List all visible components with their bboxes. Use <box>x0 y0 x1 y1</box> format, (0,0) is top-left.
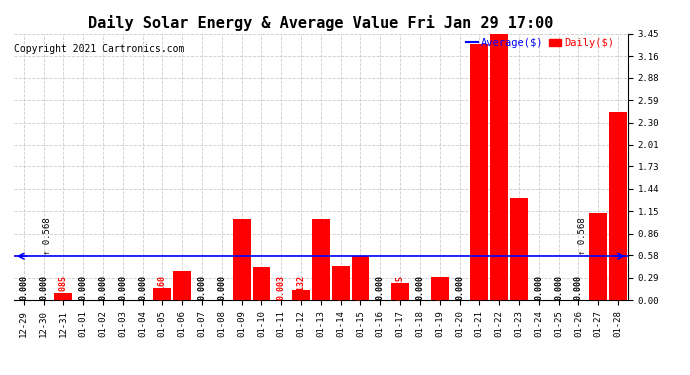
Bar <box>609 112 627 300</box>
Bar <box>253 267 270 300</box>
Bar <box>352 256 369 300</box>
Bar <box>510 198 528 300</box>
Text: 0.427: 0.427 <box>257 274 266 300</box>
Bar <box>490 34 508 300</box>
Text: 0.000: 0.000 <box>534 274 543 300</box>
Text: ↑ 0.568: ↑ 0.568 <box>578 218 586 255</box>
Text: 0.160: 0.160 <box>158 274 167 300</box>
Bar <box>292 290 310 300</box>
Text: ↑ 0.568: ↑ 0.568 <box>43 218 52 255</box>
Bar <box>55 294 72 300</box>
Text: 0.000: 0.000 <box>79 274 88 300</box>
Text: 1.319: 1.319 <box>515 274 524 300</box>
Text: 0.447: 0.447 <box>336 274 345 300</box>
Text: 2.439: 2.439 <box>613 274 622 300</box>
Text: 0.568: 0.568 <box>356 274 365 300</box>
Text: 0.225: 0.225 <box>395 274 404 300</box>
Bar <box>589 213 607 300</box>
Text: 0.085: 0.085 <box>59 274 68 300</box>
Text: 0.003: 0.003 <box>277 274 286 300</box>
Text: 1.048: 1.048 <box>237 274 246 300</box>
Bar <box>153 288 171 300</box>
Text: 0.000: 0.000 <box>415 274 424 300</box>
Text: 0.304: 0.304 <box>435 274 444 300</box>
Text: 3.451: 3.451 <box>495 274 504 300</box>
Title: Daily Solar Energy & Average Value Fri Jan 29 17:00: Daily Solar Energy & Average Value Fri J… <box>88 15 553 31</box>
Text: 0.371: 0.371 <box>178 274 187 300</box>
Text: 1.129: 1.129 <box>593 274 602 300</box>
Text: 0.000: 0.000 <box>138 274 147 300</box>
Bar <box>312 219 330 300</box>
Bar <box>173 272 191 300</box>
Text: 0.000: 0.000 <box>455 274 464 300</box>
Text: 0.132: 0.132 <box>297 274 306 300</box>
Bar <box>233 219 250 300</box>
Text: 0.000: 0.000 <box>574 274 583 300</box>
Text: 0.000: 0.000 <box>554 274 563 300</box>
Bar <box>471 44 489 300</box>
Bar <box>431 276 448 300</box>
Text: 1.045: 1.045 <box>316 274 326 300</box>
Text: Copyright 2021 Cartronics.com: Copyright 2021 Cartronics.com <box>14 44 184 54</box>
Bar <box>332 266 350 300</box>
Text: 3.318: 3.318 <box>475 274 484 300</box>
Legend: Average($), Daily($): Average($), Daily($) <box>462 34 619 52</box>
Text: 0.000: 0.000 <box>118 274 127 300</box>
Text: 0.000: 0.000 <box>376 274 385 300</box>
Text: 0.000: 0.000 <box>19 274 28 300</box>
Text: 0.000: 0.000 <box>217 274 226 300</box>
Bar <box>391 283 409 300</box>
Text: 0.000: 0.000 <box>39 274 48 300</box>
Text: 0.000: 0.000 <box>197 274 206 300</box>
Text: 0.000: 0.000 <box>99 274 108 300</box>
